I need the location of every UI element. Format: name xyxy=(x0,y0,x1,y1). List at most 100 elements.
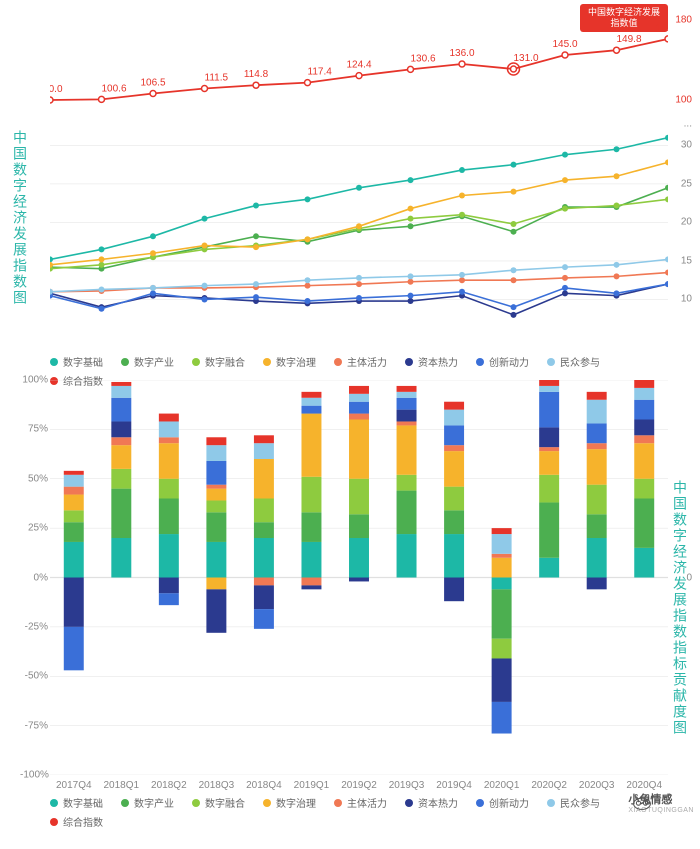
svg-text:100.6: 100.6 xyxy=(102,83,127,94)
legend-label: 数字治理 xyxy=(276,354,316,369)
legend-dot xyxy=(121,799,129,807)
x-tick: 2019Q3 xyxy=(389,780,425,791)
title-right: 中国数字经济发展指数指标贡献度图 xyxy=(670,480,690,736)
x-tick: 2020Q4 xyxy=(626,780,662,791)
y-tick: -50% xyxy=(20,671,48,682)
legend-label: 主体活力 xyxy=(347,354,387,369)
legend-label: 主体活力 xyxy=(347,795,387,810)
svg-text:124.4: 124.4 xyxy=(346,60,371,71)
legend-label: 数字治理 xyxy=(276,795,316,810)
svg-text:161.1: 161.1 xyxy=(655,23,668,34)
legend-item: 数字基础 xyxy=(50,354,103,369)
y-tick-right: 0 xyxy=(686,572,692,583)
bar-chart-svg xyxy=(50,380,668,775)
svg-text:131.0: 131.0 xyxy=(514,53,539,64)
legend-dot xyxy=(192,358,200,366)
y-tick: 30 xyxy=(681,140,692,151)
legend-dot xyxy=(476,799,484,807)
y-tick: -25% xyxy=(20,621,48,632)
legend-label: 创新动力 xyxy=(489,795,529,810)
y-tick: 25 xyxy=(681,178,692,189)
y-tick: 0% xyxy=(20,572,48,583)
bunny-icon xyxy=(628,791,656,811)
legend-label: 数字基础 xyxy=(63,354,103,369)
legend-dot xyxy=(334,358,342,366)
legend-dot xyxy=(192,799,200,807)
y-tick: 75% xyxy=(20,424,48,435)
legend-label: 民众参与 xyxy=(560,795,600,810)
legend-item: 数字融合 xyxy=(192,354,245,369)
svg-text:130.6: 130.6 xyxy=(411,53,436,64)
x-tick: 2020Q3 xyxy=(579,780,615,791)
y-tick: 15 xyxy=(681,255,692,266)
svg-text:111.5: 111.5 xyxy=(205,73,229,84)
legend-item: 数字治理 xyxy=(263,354,316,369)
x-tick: 2019Q1 xyxy=(294,780,330,791)
branding: 小兔情感 XIAOTUQINGGAN xyxy=(628,791,694,814)
y-tick: -75% xyxy=(20,720,48,731)
legend-item: 民众参与 xyxy=(547,354,600,369)
legend-label: 数字产业 xyxy=(134,354,174,369)
svg-text:145.0: 145.0 xyxy=(552,39,577,50)
x-tick: 2020Q1 xyxy=(484,780,520,791)
x-tick: 2019Q2 xyxy=(341,780,377,791)
page-root: 中国数字经济发展 指数值 中国数字经济发展指数图 中国数字经济发展指数指标贡献度… xyxy=(0,0,700,849)
y-tick: 20 xyxy=(681,217,692,228)
bar-chart: -100%-75%-50%-25%0%25%50%75%100% 0 2017Q… xyxy=(50,380,668,775)
title-left: 中国数字经济发展指数图 xyxy=(10,130,30,306)
y-tick-red: 100 xyxy=(675,95,692,106)
legend-item: 主体活力 xyxy=(334,795,387,810)
bar-chart-legend: 数字基础 数字产业 数字融合 数字治理 主体活力 资本热力 创新动力 民众参与综合指数 xyxy=(50,795,668,829)
y-tick: 25% xyxy=(20,523,48,534)
legend-dot xyxy=(547,358,555,366)
svg-text:136.0: 136.0 xyxy=(449,48,474,59)
legend-item: 创新动力 xyxy=(476,795,529,810)
legend-dot xyxy=(547,799,555,807)
legend-dot xyxy=(50,358,58,366)
legend-item: 数字产业 xyxy=(121,354,174,369)
legend-dot xyxy=(121,358,129,366)
y-tick: 100% xyxy=(20,375,48,386)
legend-label: 资本热力 xyxy=(418,354,458,369)
y-tick-red: 180 xyxy=(675,15,692,26)
legend-label: 数字融合 xyxy=(205,354,245,369)
legend-item: 资本热力 xyxy=(405,795,458,810)
legend-label: 数字产业 xyxy=(134,795,174,810)
x-tick: 2019Q4 xyxy=(436,780,472,791)
line-chart-svg: 100.0 100.6 106.5 111.5 114.8 117.4 124.4 130.6… xyxy=(50,20,668,350)
line-chart: 100.0 100.6 106.5 111.5 114.8 117.4 124.4 130.6… xyxy=(50,20,668,350)
legend-label: 数字基础 xyxy=(63,795,103,810)
legend-item: 数字融合 xyxy=(192,795,245,810)
legend-item: 主体活力 xyxy=(334,354,387,369)
legend-dot xyxy=(263,799,271,807)
legend-dot xyxy=(476,358,484,366)
legend-label: 创新动力 xyxy=(489,354,529,369)
svg-text:114.8: 114.8 xyxy=(244,69,269,80)
legend-item: 资本热力 xyxy=(405,354,458,369)
legend-dot xyxy=(50,818,58,826)
legend-item: 数字治理 xyxy=(263,795,316,810)
legend-label: 数字融合 xyxy=(205,795,245,810)
axis-break: ... xyxy=(684,119,692,130)
top-badge-line1: 中国数字经济发展 xyxy=(588,7,660,18)
x-tick: 2020Q2 xyxy=(531,780,567,791)
legend-item: 民众参与 xyxy=(547,795,600,810)
legend-item: 数字产业 xyxy=(121,795,174,810)
x-tick: 2018Q4 xyxy=(246,780,282,791)
legend-item: 数字基础 xyxy=(50,795,103,810)
svg-text:149.8: 149.8 xyxy=(617,34,642,45)
legend-label: 资本热力 xyxy=(418,795,458,810)
x-tick: 2018Q2 xyxy=(151,780,187,791)
svg-text:117.4: 117.4 xyxy=(308,67,333,78)
svg-text:100.0: 100.0 xyxy=(50,84,63,95)
legend-dot xyxy=(334,799,342,807)
x-tick: 2017Q4 xyxy=(56,780,92,791)
legend-label: 民众参与 xyxy=(560,354,600,369)
legend-dot xyxy=(405,358,413,366)
legend-item: 综合指数 xyxy=(50,814,103,829)
legend-dot xyxy=(50,799,58,807)
y-tick: 10 xyxy=(681,294,692,305)
y-tick: -100% xyxy=(20,770,48,781)
legend-label: 综合指数 xyxy=(63,814,103,829)
svg-text:106.5: 106.5 xyxy=(140,78,165,89)
